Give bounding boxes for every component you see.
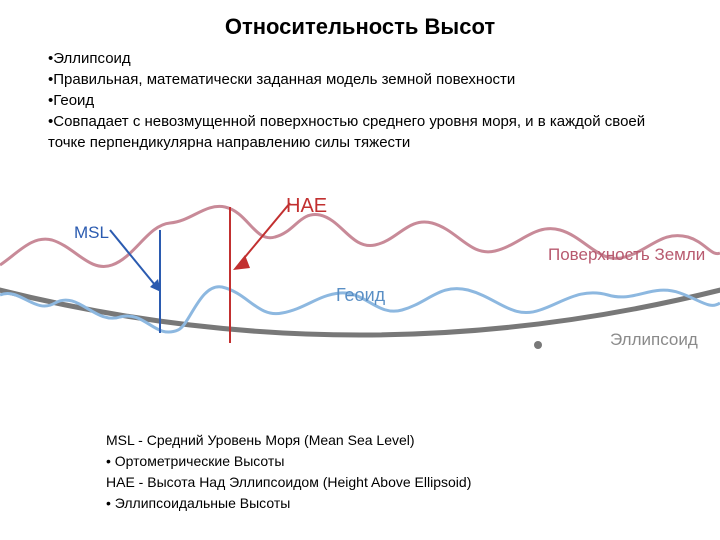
bottom-legend: MSL - Средний Уровень Моря (Mean Sea Lev… [106,430,471,514]
ellipsoid-dot [534,341,542,349]
surface-label: Поверхность Земли [548,245,705,265]
bullet-line: •Правильная, математически заданная моде… [48,69,680,90]
height-diagram [0,175,720,455]
geoid-label: Геоид [336,285,385,306]
bullet-line: •Эллипсоид [48,48,680,69]
page-title: Относительность Высот [0,14,720,40]
top-bullets: •Эллипсоид •Правильная, математически за… [48,48,680,153]
legend-line: MSL - Средний Уровень Моря (Mean Sea Lev… [106,430,471,451]
legend-line: • Ортометрические Высоты [106,451,471,472]
bullet-line: •Совпадает с невозмущенной поверхностью … [48,111,680,153]
ellipsoid-label: Эллипсоид [610,330,698,350]
legend-line: • Эллипсоидальные Высоты [106,493,471,514]
hae-label: HAE [286,195,327,218]
hae-arrow-head [233,255,250,270]
msl-label: MSL [74,223,109,243]
bullet-line: •Геоид [48,90,680,111]
legend-line: HAE - Высота Над Эллипсоидом (Height Abo… [106,472,471,493]
msl-arrow-line [110,230,155,285]
